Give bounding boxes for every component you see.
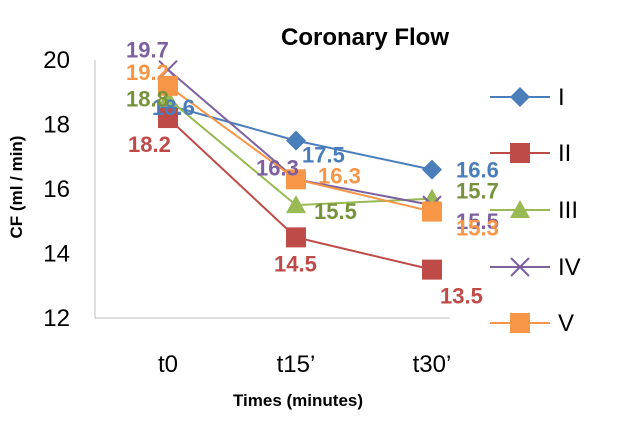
legend-item-III: III (490, 197, 578, 224)
y-axis-title: CF (ml / min) (7, 136, 26, 239)
legend-marker (510, 87, 530, 107)
legend-item-IV: IV (490, 254, 581, 281)
legend-item-I: I (490, 84, 565, 111)
legend-marker (510, 313, 530, 333)
y-tick-label: 16 (43, 176, 70, 203)
y-tick-label: 14 (43, 241, 70, 268)
data-point (422, 159, 442, 180)
data-point (286, 130, 306, 151)
axes: 12 14 16 18 20 t0 t15’ t30’ (43, 47, 451, 378)
y-tick-label: 12 (43, 305, 70, 332)
series-II (158, 108, 442, 280)
data-label: 19.7 (126, 38, 169, 63)
series-V (158, 75, 442, 222)
data-label: 17.5 (302, 143, 345, 168)
series-layer (158, 59, 442, 280)
legend-marker (510, 143, 530, 163)
series-I (158, 95, 442, 180)
x-tick-label: t30’ (413, 351, 452, 378)
data-label: 15.3 (456, 216, 499, 241)
legend-label: V (558, 310, 574, 337)
data-label: 19.2 (126, 60, 169, 85)
data-point (422, 259, 442, 280)
data-label: 18.8 (126, 87, 169, 112)
data-label: 14.5 (274, 251, 317, 276)
data-label: 16.6 (456, 158, 499, 183)
data-label: 16.3 (256, 155, 299, 180)
legend-marker (510, 257, 530, 277)
data-label: 18.6 (152, 95, 195, 120)
data-label: 13.5 (440, 284, 483, 309)
legend-label: I (558, 84, 565, 111)
legend-item-II: II (490, 140, 571, 167)
data-point (158, 75, 178, 96)
data-point (158, 59, 178, 80)
data-labels: 18.6 17.5 16.6 18.2 14.5 13.5 18.8 15.5 15.7 19.7… (126, 38, 499, 309)
x-tick-label: t0 (158, 351, 178, 378)
data-label: 16.3 (318, 163, 361, 188)
data-label: 15.5 (456, 209, 499, 234)
data-label: 15.7 (456, 179, 499, 204)
legend-marker (510, 200, 530, 218)
data-point (158, 108, 178, 129)
series-III (158, 88, 442, 214)
data-point (422, 201, 442, 222)
y-tick-label: 20 (43, 47, 70, 74)
x-axis-title: Times (minutes) (233, 391, 363, 410)
chart-title: Coronary Flow (281, 24, 449, 51)
x-tick-label: t15’ (277, 351, 316, 378)
data-point (286, 227, 306, 248)
data-point (286, 169, 306, 190)
data-point (158, 88, 178, 107)
y-tick-label: 18 (43, 112, 70, 139)
data-label: 15.5 (314, 199, 357, 224)
legend-label: II (558, 140, 571, 167)
data-point (286, 195, 306, 214)
data-label: 18.2 (128, 132, 171, 157)
legend-label: IV (558, 254, 581, 281)
legend-label: III (558, 197, 578, 224)
legend-item-V: V (490, 310, 574, 337)
